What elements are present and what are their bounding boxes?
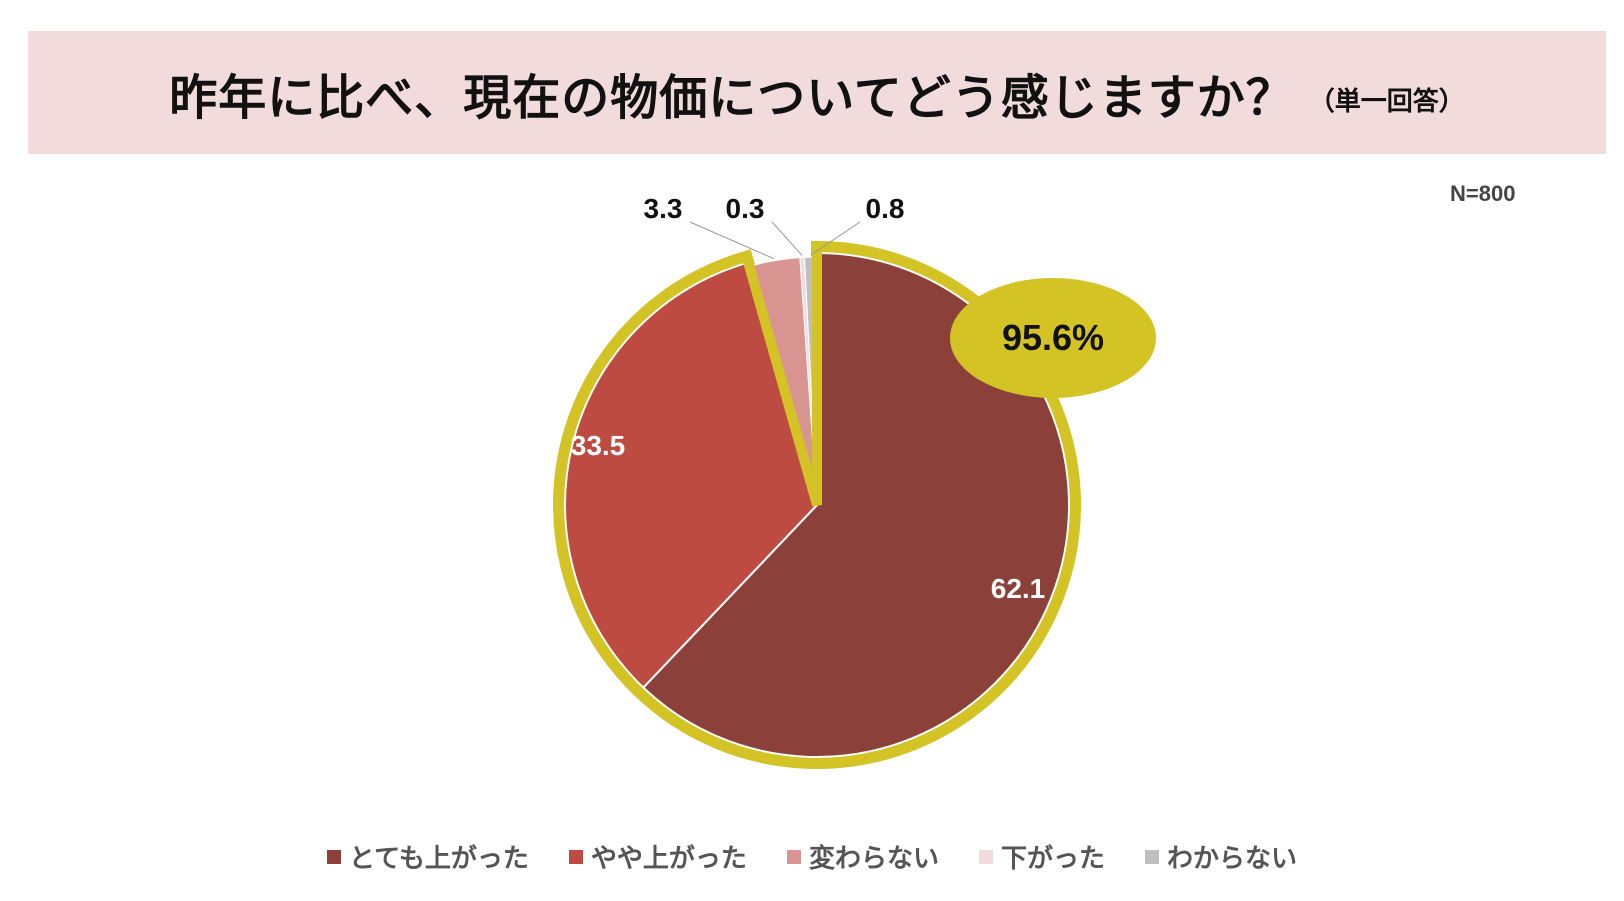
highlight-label: 95.6% xyxy=(1002,317,1104,358)
legend-item: 下がった xyxy=(978,838,1105,875)
leader-line-2 xyxy=(810,221,861,256)
legend-item: 変わらない xyxy=(786,838,939,875)
sample-size: N=800 xyxy=(1450,181,1516,206)
data-label-2: 3.3 xyxy=(644,193,683,224)
legend-label: とても上がった xyxy=(349,844,529,874)
data-label-4: 0.8 xyxy=(866,193,905,224)
data-label-3: 0.3 xyxy=(726,193,765,224)
legend-item: わからない xyxy=(1144,838,1297,875)
legend-label: わからない xyxy=(1166,844,1297,874)
legend-label: 下がった xyxy=(1000,844,1105,874)
pie-slice-1 xyxy=(564,261,819,690)
highlight-bubble xyxy=(950,278,1156,398)
legend-swatch xyxy=(327,849,341,864)
legend-label: やや上がった xyxy=(590,844,747,874)
legend-label: 変わらない xyxy=(808,844,939,874)
data-label-1: 33.5 xyxy=(571,430,626,461)
pie-slice-0 xyxy=(641,251,1070,758)
leader-line-0 xyxy=(689,221,775,260)
legend-swatch xyxy=(786,849,801,864)
legend-item: とても上がった xyxy=(327,838,529,875)
legend: とても上がった やや上がった 変わらない 下がった わからない xyxy=(0,838,1624,875)
legend-swatch xyxy=(568,849,583,864)
title-banner: 昨年に比べ、現在の物価についてどう感じますか？ （単一回答） xyxy=(28,31,1606,154)
legend-item: やや上がった xyxy=(568,838,747,875)
legend-swatch xyxy=(978,849,993,864)
chart-subtitle: （単一回答） xyxy=(1308,87,1465,117)
legend-swatch xyxy=(1144,849,1159,864)
data-label-0: 62.1 xyxy=(991,573,1046,604)
leader-line-1 xyxy=(771,221,803,256)
chart-title: 昨年に比べ、現在の物価についてどう感じますか？ xyxy=(169,69,1295,126)
